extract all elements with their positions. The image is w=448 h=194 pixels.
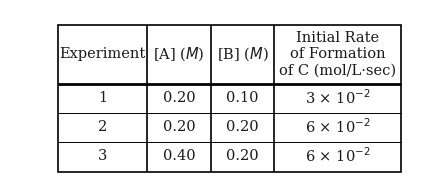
Text: 0.20: 0.20	[226, 149, 259, 163]
Text: of C (mol/L·sec): of C (mol/L·sec)	[279, 64, 396, 78]
Text: [A] ($M$): [A] ($M$)	[153, 45, 205, 63]
Text: 0.10: 0.10	[226, 91, 259, 105]
Text: Initial Rate: Initial Rate	[296, 31, 379, 45]
Text: 6 × 10$^{-2}$: 6 × 10$^{-2}$	[305, 118, 370, 136]
Text: 3 × 10$^{-2}$: 3 × 10$^{-2}$	[305, 89, 370, 107]
Text: 3: 3	[98, 149, 107, 163]
Text: 6 × 10$^{-2}$: 6 × 10$^{-2}$	[305, 147, 370, 165]
Text: 0.20: 0.20	[163, 91, 195, 105]
Text: 0.40: 0.40	[163, 149, 195, 163]
Text: of Formation: of Formation	[290, 47, 386, 61]
Text: 0.20: 0.20	[226, 120, 259, 134]
Text: 1: 1	[98, 91, 107, 105]
Text: 0.20: 0.20	[163, 120, 195, 134]
Text: [B] ($M$): [B] ($M$)	[217, 45, 268, 63]
Text: Experiment: Experiment	[59, 47, 146, 61]
Text: 2: 2	[98, 120, 107, 134]
